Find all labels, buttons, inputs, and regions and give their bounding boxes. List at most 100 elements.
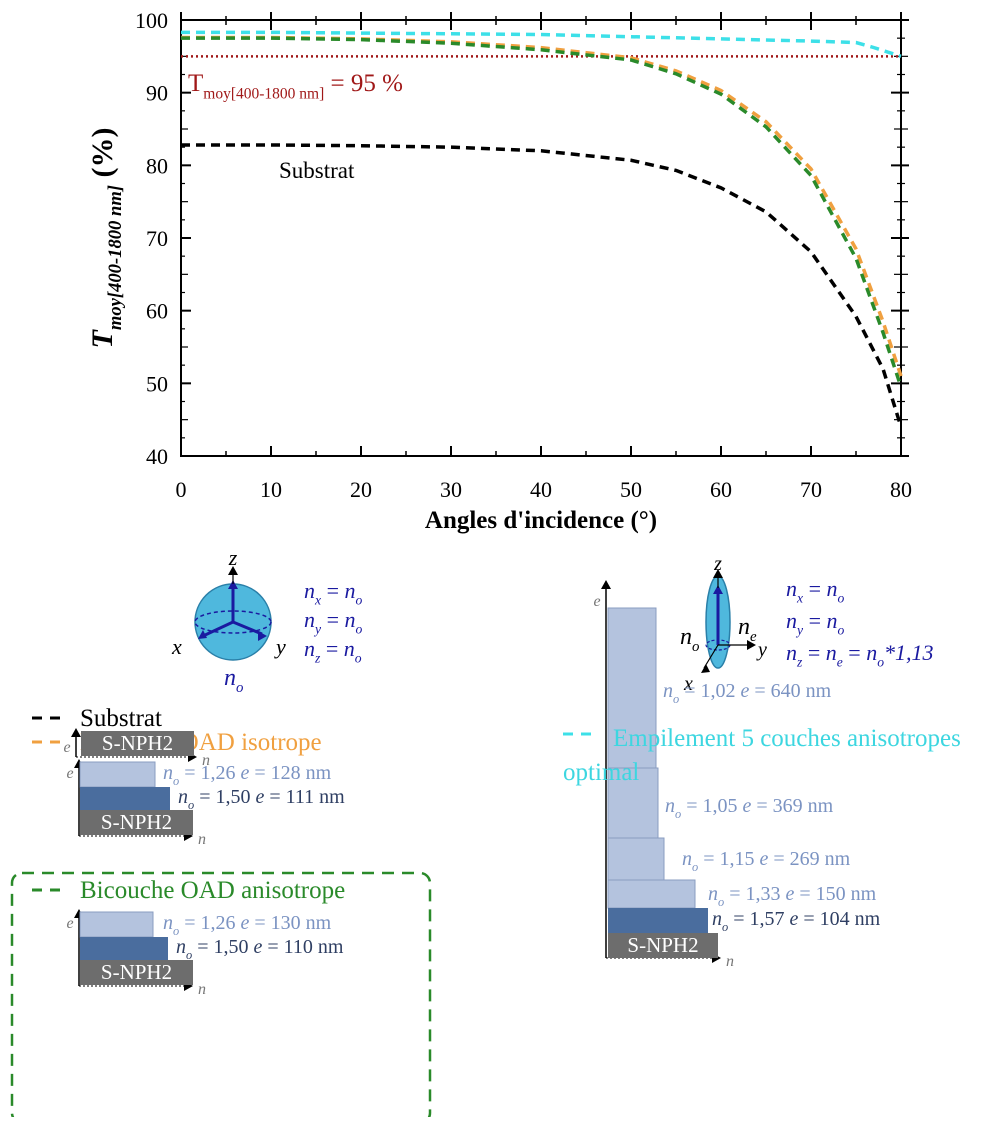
label: x [171,634,182,659]
label: n [202,752,210,769]
text-part: e [740,680,749,702]
text-part: n [665,795,675,817]
text-part: e [66,915,73,932]
text-part: 130 nm [271,912,332,934]
y-tick-label: 80 [146,153,168,178]
text-part: o [718,895,724,909]
text-part: = [803,608,826,633]
y-axis [232,620,263,636]
text-part: = [321,578,344,603]
text-part: 1,05 [702,795,737,817]
text-part: 104 nm [820,908,881,930]
label: ny = no [304,607,362,637]
text-part: e [593,593,600,610]
label: e [63,739,70,756]
text-part: n [304,636,315,661]
layer-label: no = 1,05 e = 369 nm [665,795,834,821]
layer-label: no = 1,50 e = 111 nm [178,786,345,812]
arrow-head [71,728,81,737]
text-part: x [796,591,803,606]
text-part: y [756,639,767,661]
arrow-head [228,566,238,575]
y-tick-label: 90 [146,81,168,106]
text-part: = [724,883,745,905]
text-part: o [837,591,844,606]
text-part: 150 nm [816,883,877,905]
text-part: 1,50 [213,936,248,958]
legend-entry: Empilement 5 couches anisotropes optimal [563,722,1003,790]
text-part: x [683,673,693,695]
equator [194,610,272,634]
text-part: T [188,70,203,97]
text-part: moy[400-1800 nm] [203,86,324,103]
text-part: n [663,680,673,702]
text-part: = [179,912,200,934]
label: ne [738,614,757,645]
arrow-head [258,631,267,641]
text-part: o [188,798,194,812]
arrow-head [701,664,710,673]
text-part: n [738,614,750,640]
text-part: = [698,848,719,870]
layer-label: no = 1,15 e = 269 nm [682,848,851,874]
text-part: n [178,786,188,808]
text-part: = [679,680,700,702]
text-part: e [759,848,768,870]
text-part: n [826,576,837,601]
text-part: moy[400-1800 nm] [105,185,126,330]
x-tick-label: 60 [710,477,732,502]
layer-label: no = 1,50 e = 110 nm [176,936,344,962]
text-part: o [355,593,362,608]
label: e [593,593,600,610]
text-part: 1,02 [700,680,735,702]
text-part: n [198,981,206,998]
text-part: 128 nm [271,762,332,784]
arrow-head [747,640,756,650]
text-part: = [749,680,770,702]
arrow-head [601,580,611,589]
text-part: o [355,651,362,666]
text-part: y [313,622,322,637]
x-tick-label: 80 [890,477,912,502]
text-part: n [726,953,734,970]
legend-text: Empilement 5 couches anisotropes optimal [563,725,961,786]
layer [608,908,708,933]
text-part: o [692,639,699,655]
x-tick-label: 10 [260,477,282,502]
label: y [756,639,767,661]
text-part: e [66,765,73,782]
label: y [274,634,286,659]
text-part: n [866,640,877,665]
text-part: T [86,328,119,348]
text-part: o [173,774,179,788]
text-part: *1,13 [884,640,934,665]
y-axis-label: Tmoy[400-1800 nm] (%) [86,128,126,349]
label: n [198,981,206,998]
label: z [713,553,722,575]
label: nz = no [304,636,362,666]
text-part: e [63,739,70,756]
text-part: 1,57 [749,908,784,930]
y-tick-label: 60 [146,299,168,324]
text-part: = [798,908,819,930]
annotation: Substrat [279,158,355,183]
text-part: n [163,762,173,784]
text-part: o [236,680,243,696]
label: ny = no [786,608,844,638]
text-part: = [194,786,215,808]
text-part: n [680,624,692,650]
text-part: e [789,908,798,930]
substrate-label: S-NPH2 [101,810,172,834]
substrate [80,960,193,985]
text-part: n [163,912,173,934]
text-part: n [344,636,355,661]
text-part: 1,26 [200,912,235,934]
x-tick-label: 50 [620,477,642,502]
layer-label: no = 1,57 e = 104 nm [712,908,881,934]
text-part: = [320,636,343,661]
text-part: z [796,655,803,670]
highlight-box [10,871,432,1122]
text-part: e [240,762,249,784]
label: no [224,665,243,696]
